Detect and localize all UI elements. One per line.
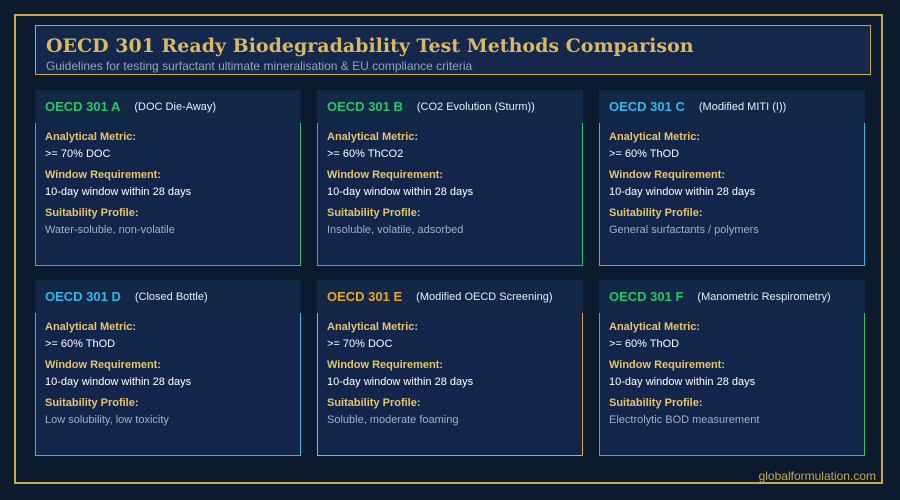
- profile-value: Electrolytic BOD measurement: [609, 414, 760, 426]
- profile-label: Suitability Profile:: [45, 397, 139, 409]
- method-card: OECD 301 D (Closed Bottle) Analytical Me…: [35, 280, 301, 456]
- window-value: 10-day window within 28 days: [327, 186, 474, 198]
- profile-label: Suitability Profile:: [609, 397, 703, 409]
- card-body: Analytical Metric: >= 60% ThOD Window Re…: [599, 313, 865, 456]
- profile-value: Soluble, moderate foaming: [327, 414, 459, 426]
- outer-frame: [14, 14, 883, 484]
- window-label: Window Requirement:: [45, 169, 162, 181]
- method-name: (Manometric Respirometry): [697, 290, 831, 303]
- profile-label: Suitability Profile:: [327, 397, 421, 409]
- window-label: Window Requirement:: [609, 359, 726, 371]
- profile-label: Suitability Profile:: [609, 207, 703, 219]
- metric-label: Analytical Metric:: [327, 321, 419, 333]
- metric-label: Analytical Metric:: [327, 131, 419, 143]
- page-title: OECD 301 Ready Biodegradability Test Met…: [46, 35, 694, 57]
- metric-label: Analytical Metric:: [609, 321, 701, 333]
- method-name: (CO2 Evolution (Sturm)): [416, 100, 535, 113]
- card-header: OECD 301 F (Manometric Respirometry): [599, 280, 865, 313]
- window-value: 10-day window within 28 days: [609, 376, 756, 388]
- window-label: Window Requirement:: [327, 169, 444, 181]
- metric-value: >= 70% DOC: [327, 338, 393, 350]
- card-body: Analytical Metric: >= 70% DOC Window Req…: [317, 313, 583, 456]
- metric-value: >= 60% ThOD: [45, 338, 116, 350]
- profile-value: General surfactants / polymers: [609, 224, 759, 236]
- method-code: OECD 301 C: [609, 99, 685, 114]
- metric-value: >= 70% DOC: [45, 148, 111, 160]
- method-card: OECD 301 E (Modified OECD Screening) Ana…: [317, 280, 583, 456]
- profile-value: Low solubility, low toxicity: [45, 414, 169, 426]
- window-value: 10-day window within 28 days: [327, 376, 474, 388]
- page-subtitle: Guidelines for testing surfactant ultima…: [46, 59, 473, 73]
- window-label: Window Requirement:: [609, 169, 726, 181]
- profile-label: Suitability Profile:: [45, 207, 139, 219]
- method-code: OECD 301 E: [327, 289, 403, 304]
- window-value: 10-day window within 28 days: [45, 186, 192, 198]
- method-name: (Modified OECD Screening): [416, 290, 553, 303]
- footer-source: globalformulation.com: [758, 469, 876, 483]
- metric-value: >= 60% ThCO2: [327, 148, 404, 160]
- card-header: OECD 301 A (DOC Die-Away): [35, 90, 301, 123]
- metric-value: >= 60% ThOD: [609, 338, 680, 350]
- card-header: OECD 301 E (Modified OECD Screening): [317, 280, 583, 313]
- profile-value: Insoluble, volatile, adsorbed: [327, 224, 464, 236]
- metric-value: >= 60% ThOD: [609, 148, 680, 160]
- card-header: OECD 301 B (CO2 Evolution (Sturm)): [317, 90, 583, 123]
- method-code: OECD 301 F: [609, 289, 684, 304]
- method-code: OECD 301 D: [45, 289, 121, 304]
- card-body: Analytical Metric: >= 70% DOC Window Req…: [35, 123, 301, 266]
- method-name: (Modified MITI (I)): [698, 100, 787, 113]
- method-code: OECD 301 A: [45, 99, 121, 114]
- window-value: 10-day window within 28 days: [609, 186, 756, 198]
- title-box: OECD 301 Ready Biodegradability Test Met…: [35, 25, 871, 75]
- window-value: 10-day window within 28 days: [45, 376, 192, 388]
- profile-value: Water-soluble, non-volatile: [45, 224, 175, 236]
- window-label: Window Requirement:: [327, 359, 444, 371]
- card-body: Analytical Metric: >= 60% ThOD Window Re…: [599, 123, 865, 266]
- metric-label: Analytical Metric:: [45, 321, 137, 333]
- card-header: OECD 301 C (Modified MITI (I)): [599, 90, 865, 123]
- method-card: OECD 301 A (DOC Die-Away) Analytical Met…: [35, 90, 301, 266]
- method-card: OECD 301 F (Manometric Respirometry) Ana…: [599, 280, 865, 456]
- method-card: OECD 301 B (CO2 Evolution (Sturm)) Analy…: [317, 90, 583, 266]
- metric-label: Analytical Metric:: [45, 131, 137, 143]
- method-name: (DOC Die-Away): [134, 100, 217, 113]
- metric-label: Analytical Metric:: [609, 131, 701, 143]
- card-body: Analytical Metric: >= 60% ThOD Window Re…: [35, 313, 301, 456]
- profile-label: Suitability Profile:: [327, 207, 421, 219]
- card-header: OECD 301 D (Closed Bottle): [35, 280, 301, 313]
- method-name: (Closed Bottle): [134, 290, 208, 303]
- card-body: Analytical Metric: >= 60% ThCO2 Window R…: [317, 123, 583, 266]
- method-card: OECD 301 C (Modified MITI (I)) Analytica…: [599, 90, 865, 266]
- window-label: Window Requirement:: [45, 359, 162, 371]
- method-code: OECD 301 B: [327, 99, 403, 114]
